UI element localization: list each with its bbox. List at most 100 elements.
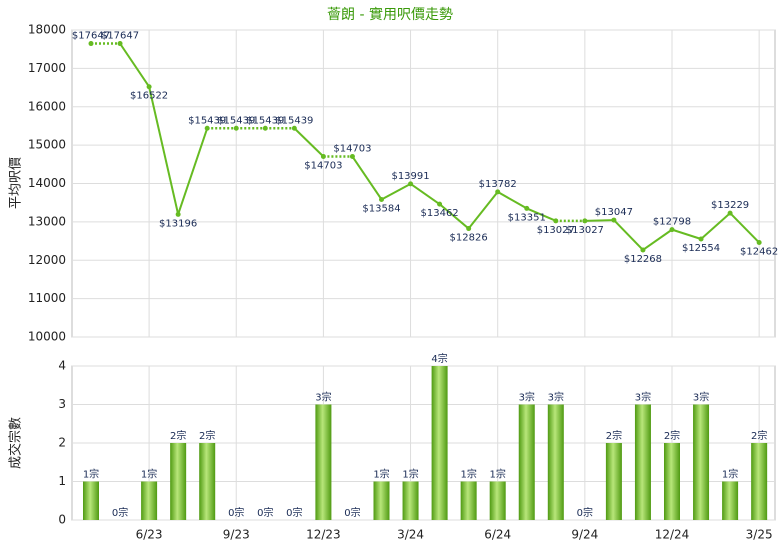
y-tick-label: 17000 (28, 61, 66, 75)
data-label: $13027 (537, 225, 575, 236)
data-label: 0宗 (286, 506, 302, 519)
data-label: $15439 (188, 115, 226, 126)
data-label: 3宗 (519, 391, 535, 404)
point (437, 201, 443, 207)
point (117, 41, 123, 47)
data-label: 3宗 (693, 391, 709, 404)
data-label: $17647 (72, 31, 110, 42)
line-segment (293, 127, 325, 158)
bar (199, 443, 216, 520)
data-label: 0宗 (112, 506, 128, 519)
data-label: $13991 (391, 171, 429, 182)
y-tick-label: 11000 (28, 291, 66, 305)
data-label: $15439 (217, 115, 255, 126)
data-label: $14703 (304, 161, 342, 172)
data-label: 1宗 (402, 468, 418, 481)
line-segment (497, 190, 528, 210)
bar (141, 481, 158, 520)
y-tick-label: 15000 (28, 138, 66, 152)
x-tick-label: 12/24 (655, 528, 690, 542)
data-label: $12554 (682, 243, 720, 254)
bar (547, 404, 564, 520)
y-tick-label: 16000 (28, 99, 66, 113)
y-axis-label: 平均呎價 (9, 157, 24, 209)
data-label: 2宗 (664, 429, 680, 442)
point (698, 236, 704, 242)
data-label: $13027 (566, 225, 604, 236)
data-label: 1宗 (373, 468, 389, 481)
data-label: $17647 (101, 31, 139, 42)
point (669, 227, 675, 233)
data-label: 0宗 (577, 506, 593, 519)
data-label: $13047 (595, 207, 633, 218)
data-label: $12826 (450, 233, 488, 244)
bar (460, 481, 477, 520)
point (175, 211, 181, 217)
data-label: 1宗 (722, 468, 738, 481)
y-tick-label: 10000 (28, 330, 66, 344)
y-tick-label: 4 (58, 359, 66, 373)
data-label: 0宗 (257, 506, 273, 519)
chart-title: 薈朗 - 實用呎價走勢 (327, 6, 453, 23)
bar (751, 443, 768, 520)
x-tick-label: 12/23 (306, 528, 341, 542)
point (349, 154, 355, 160)
line-segment (584, 219, 614, 222)
data-label: $13782 (479, 179, 517, 190)
line-segment (351, 155, 383, 201)
bar (83, 481, 99, 520)
data-label: 2宗 (170, 429, 186, 442)
y-tick-label: 12000 (28, 253, 66, 267)
bar (315, 404, 332, 520)
point (466, 226, 472, 232)
data-label: $14703 (333, 144, 371, 155)
line-segment (526, 207, 557, 222)
bar (664, 443, 680, 520)
point (204, 125, 210, 131)
point (553, 218, 559, 224)
point (88, 41, 94, 47)
point (233, 125, 239, 131)
y-tick-label: 13000 (28, 214, 66, 228)
x-tick-label: 6/24 (484, 528, 511, 542)
y-tick-label: 0 (58, 513, 66, 527)
bar (634, 404, 651, 520)
y-tick-label: 18000 (28, 23, 66, 37)
bar (402, 481, 419, 520)
point (582, 218, 588, 224)
bar (605, 443, 622, 520)
y-tick-label: 14000 (28, 176, 66, 190)
point (611, 217, 617, 223)
point (320, 154, 326, 160)
line-segment (642, 228, 673, 251)
y-axis-label: 成交宗數 (8, 417, 24, 469)
point (756, 240, 762, 246)
data-label: $15439 (275, 115, 313, 126)
data-label: $13196 (159, 218, 197, 229)
point (262, 125, 268, 131)
data-label: $13229 (711, 200, 749, 211)
line-segment (729, 212, 760, 244)
data-label: 1宗 (490, 468, 506, 481)
point (495, 189, 501, 195)
point (640, 247, 646, 253)
line-segment (409, 183, 441, 205)
line-segment (148, 86, 180, 215)
line-segment (177, 127, 209, 215)
x-tick-label: 9/24 (571, 528, 598, 542)
point (291, 125, 297, 131)
data-label: 1宗 (460, 468, 476, 481)
x-tick-label: 6/23 (136, 528, 163, 542)
bar (170, 443, 187, 520)
bar (722, 481, 739, 520)
line-segment (467, 191, 499, 230)
bar (489, 481, 506, 520)
data-label: 3宗 (548, 391, 564, 404)
line-segment (700, 212, 731, 240)
data-label: $13351 (508, 212, 546, 223)
bar (518, 404, 535, 520)
x-tick-label: 3/25 (746, 528, 773, 542)
data-label: 2宗 (751, 429, 767, 442)
data-label: 2宗 (606, 429, 622, 442)
